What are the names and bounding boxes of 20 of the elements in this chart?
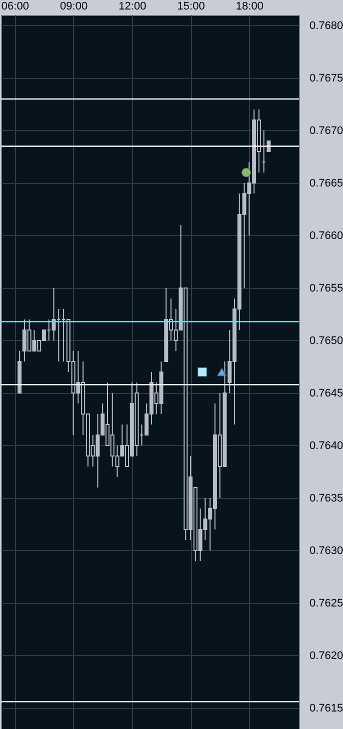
y-tick-label: 0.7670 xyxy=(310,125,343,137)
candlestick xyxy=(52,288,56,341)
x-tick-label: 15:00 xyxy=(177,0,205,12)
y-tick-label: 0.7640 xyxy=(310,440,343,452)
x-tick-label: 06:00 xyxy=(1,0,29,12)
y-tick-label: 0.7620 xyxy=(310,650,343,662)
y-tick-label: 0.7675 xyxy=(310,72,343,84)
y-tick-label: 0.7655 xyxy=(310,282,343,294)
y-tick-label: 0.7660 xyxy=(310,230,343,242)
y-tick-label: 0.7645 xyxy=(310,388,343,400)
x-tick-label: 12:00 xyxy=(118,0,146,12)
y-tick-label: 0.7630 xyxy=(310,545,343,557)
y-tick-label: 0.7680 xyxy=(310,20,343,32)
y-tick-label: 0.7635 xyxy=(310,492,343,504)
x-tick-label: 09:00 xyxy=(60,0,88,12)
y-tick-label: 0.7625 xyxy=(310,598,343,610)
y-tick-label: 0.7665 xyxy=(310,178,343,190)
y-tick-label: 0.7650 xyxy=(310,335,343,347)
y-tick-label: 0.7615 xyxy=(310,702,343,714)
x-tick-label: 18:00 xyxy=(236,0,264,12)
